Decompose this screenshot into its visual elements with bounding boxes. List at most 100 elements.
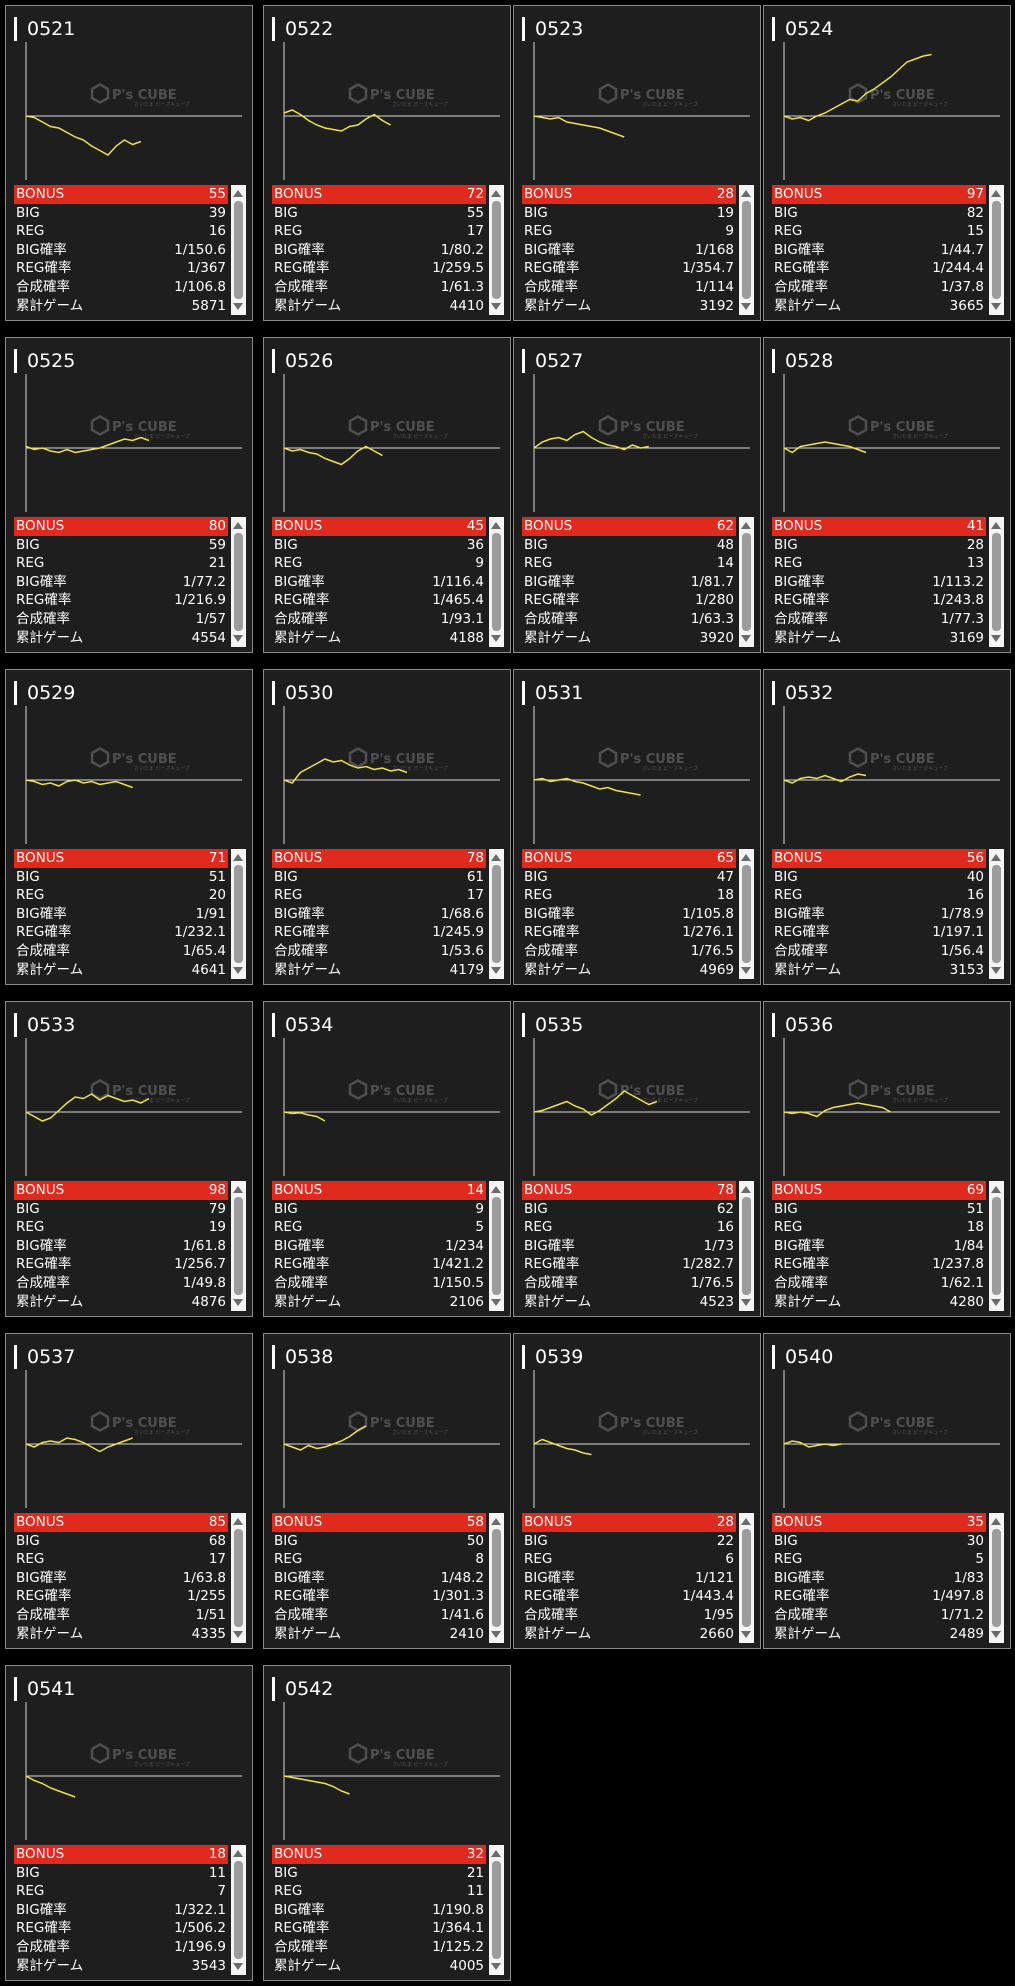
stats-scrollbar[interactable]: [989, 517, 1004, 647]
scroll-up-arrow-icon[interactable]: [991, 190, 1001, 197]
scroll-down-arrow-icon[interactable]: [233, 303, 243, 310]
scroll-down-arrow-icon[interactable]: [491, 303, 501, 310]
machine-card[interactable]: P's CUBE さいたま ピーズキューブ 0537 BONUS 85 BIG 68 REG 1…: [5, 1333, 253, 1649]
scroll-thumb[interactable]: [742, 1529, 751, 1627]
scroll-thumb[interactable]: [992, 1197, 1001, 1295]
scroll-up-arrow-icon[interactable]: [491, 522, 501, 529]
scroll-down-arrow-icon[interactable]: [233, 635, 243, 642]
scroll-thumb[interactable]: [234, 865, 243, 963]
scroll-thumb[interactable]: [992, 533, 1001, 631]
stats-scrollbar[interactable]: [231, 1513, 246, 1643]
scroll-down-arrow-icon[interactable]: [233, 1631, 243, 1638]
machine-card[interactable]: P's CUBE さいたま ピーズキューブ 0535 BONUS 78 BIG 62 REG 1…: [513, 1001, 761, 1317]
machine-card[interactable]: P's CUBE さいたま ピーズキューブ 0528 BONUS 41 BIG 28 REG 1…: [763, 337, 1011, 653]
machine-card[interactable]: P's CUBE さいたま ピーズキューブ 0542 BONUS 32 BIG 21 REG 1…: [263, 1665, 511, 1981]
machine-card[interactable]: P's CUBE さいたま ピーズキューブ 0525 BONUS 80 BIG 59 REG 2…: [5, 337, 253, 653]
scroll-down-arrow-icon[interactable]: [991, 635, 1001, 642]
scroll-up-arrow-icon[interactable]: [991, 1186, 1001, 1193]
scroll-up-arrow-icon[interactable]: [741, 1186, 751, 1193]
stats-scrollbar[interactable]: [739, 849, 754, 979]
scroll-up-arrow-icon[interactable]: [491, 1850, 501, 1857]
scroll-up-arrow-icon[interactable]: [741, 854, 751, 861]
scroll-down-arrow-icon[interactable]: [741, 1299, 751, 1306]
stats-scrollbar[interactable]: [489, 1181, 504, 1311]
scroll-thumb[interactable]: [492, 201, 501, 299]
machine-card[interactable]: P's CUBE さいたま ピーズキューブ 0522 BONUS 72 BIG 55 REG 1…: [263, 5, 511, 321]
stats-scrollbar[interactable]: [739, 1513, 754, 1643]
machine-card[interactable]: P's CUBE さいたま ピーズキューブ 0523 BONUS 28 BIG 19 REG 9…: [513, 5, 761, 321]
stats-scrollbar[interactable]: [489, 1845, 504, 1975]
stats-scrollbar[interactable]: [989, 849, 1004, 979]
scroll-down-arrow-icon[interactable]: [741, 303, 751, 310]
scroll-down-arrow-icon[interactable]: [491, 1631, 501, 1638]
machine-card[interactable]: P's CUBE さいたま ピーズキューブ 0530 BONUS 78 BIG 61 REG 1…: [263, 669, 511, 985]
machine-card[interactable]: P's CUBE さいたま ピーズキューブ 0532 BONUS 56 BIG 40 REG 1…: [763, 669, 1011, 985]
scroll-down-arrow-icon[interactable]: [741, 967, 751, 974]
stats-scrollbar[interactable]: [231, 185, 246, 315]
machine-card[interactable]: P's CUBE さいたま ピーズキューブ 0536 BONUS 69 BIG 51 REG 1…: [763, 1001, 1011, 1317]
machine-card[interactable]: P's CUBE さいたま ピーズキューブ 0540 BONUS 35 BIG 30 REG 5…: [763, 1333, 1011, 1649]
scroll-up-arrow-icon[interactable]: [991, 522, 1001, 529]
scroll-thumb[interactable]: [492, 1861, 501, 1959]
machine-card[interactable]: P's CUBE さいたま ピーズキューブ 0524 BONUS 97 BIG 82 REG 1…: [763, 5, 1011, 321]
scroll-up-arrow-icon[interactable]: [233, 1850, 243, 1857]
stats-scrollbar[interactable]: [989, 1181, 1004, 1311]
machine-card[interactable]: P's CUBE さいたま ピーズキューブ 0527 BONUS 62 BIG 48 REG 1…: [513, 337, 761, 653]
scroll-thumb[interactable]: [992, 1529, 1001, 1627]
stats-scrollbar[interactable]: [739, 517, 754, 647]
scroll-thumb[interactable]: [492, 1197, 501, 1295]
scroll-down-arrow-icon[interactable]: [991, 967, 1001, 974]
scroll-down-arrow-icon[interactable]: [741, 635, 751, 642]
scroll-up-arrow-icon[interactable]: [491, 854, 501, 861]
scroll-down-arrow-icon[interactable]: [491, 1299, 501, 1306]
scroll-up-arrow-icon[interactable]: [991, 1518, 1001, 1525]
scroll-down-arrow-icon[interactable]: [991, 1299, 1001, 1306]
scroll-down-arrow-icon[interactable]: [991, 1631, 1001, 1638]
scroll-up-arrow-icon[interactable]: [233, 522, 243, 529]
scroll-down-arrow-icon[interactable]: [991, 303, 1001, 310]
scroll-thumb[interactable]: [234, 533, 243, 631]
stats-scrollbar[interactable]: [231, 1845, 246, 1975]
scroll-thumb[interactable]: [742, 865, 751, 963]
stats-scrollbar[interactable]: [231, 849, 246, 979]
scroll-up-arrow-icon[interactable]: [491, 1186, 501, 1193]
machine-card[interactable]: P's CUBE さいたま ピーズキューブ 0533 BONUS 98 BIG 79 REG 1…: [5, 1001, 253, 1317]
machine-card[interactable]: P's CUBE さいたま ピーズキューブ 0539 BONUS 28 BIG 22 REG 6…: [513, 1333, 761, 1649]
scroll-up-arrow-icon[interactable]: [991, 854, 1001, 861]
scroll-thumb[interactable]: [492, 533, 501, 631]
scroll-up-arrow-icon[interactable]: [741, 190, 751, 197]
machine-card[interactable]: P's CUBE さいたま ピーズキューブ 0541 BONUS 18 BIG 11 REG 7…: [5, 1665, 253, 1981]
scroll-down-arrow-icon[interactable]: [491, 967, 501, 974]
stats-scrollbar[interactable]: [989, 1513, 1004, 1643]
machine-card[interactable]: P's CUBE さいたま ピーズキューブ 0521 BONUS 55 BIG 39 REG 1…: [5, 5, 253, 321]
scroll-down-arrow-icon[interactable]: [741, 1631, 751, 1638]
scroll-thumb[interactable]: [492, 865, 501, 963]
scroll-down-arrow-icon[interactable]: [491, 635, 501, 642]
stats-scrollbar[interactable]: [489, 849, 504, 979]
scroll-up-arrow-icon[interactable]: [233, 190, 243, 197]
stats-scrollbar[interactable]: [489, 517, 504, 647]
scroll-thumb[interactable]: [234, 1861, 243, 1959]
stats-scrollbar[interactable]: [739, 185, 754, 315]
scroll-up-arrow-icon[interactable]: [741, 1518, 751, 1525]
stats-scrollbar[interactable]: [489, 185, 504, 315]
stats-scrollbar[interactable]: [231, 517, 246, 647]
scroll-down-arrow-icon[interactable]: [233, 967, 243, 974]
scroll-thumb[interactable]: [992, 201, 1001, 299]
scroll-thumb[interactable]: [742, 201, 751, 299]
stats-scrollbar[interactable]: [989, 185, 1004, 315]
stats-scrollbar[interactable]: [489, 1513, 504, 1643]
machine-card[interactable]: P's CUBE さいたま ピーズキューブ 0526 BONUS 45 BIG 36 REG 9…: [263, 337, 511, 653]
stats-scrollbar[interactable]: [231, 1181, 246, 1311]
scroll-down-arrow-icon[interactable]: [233, 1963, 243, 1970]
machine-card[interactable]: P's CUBE さいたま ピーズキューブ 0529 BONUS 71 BIG 51 REG 2…: [5, 669, 253, 985]
scroll-up-arrow-icon[interactable]: [233, 854, 243, 861]
scroll-up-arrow-icon[interactable]: [233, 1518, 243, 1525]
scroll-up-arrow-icon[interactable]: [491, 190, 501, 197]
machine-card[interactable]: P's CUBE さいたま ピーズキューブ 0531 BONUS 65 BIG 47 REG 1…: [513, 669, 761, 985]
machine-card[interactable]: P's CUBE さいたま ピーズキューブ 0538 BONUS 58 BIG 50 REG 8…: [263, 1333, 511, 1649]
scroll-up-arrow-icon[interactable]: [741, 522, 751, 529]
scroll-thumb[interactable]: [492, 1529, 501, 1627]
scroll-down-arrow-icon[interactable]: [491, 1963, 501, 1970]
scroll-up-arrow-icon[interactable]: [233, 1186, 243, 1193]
